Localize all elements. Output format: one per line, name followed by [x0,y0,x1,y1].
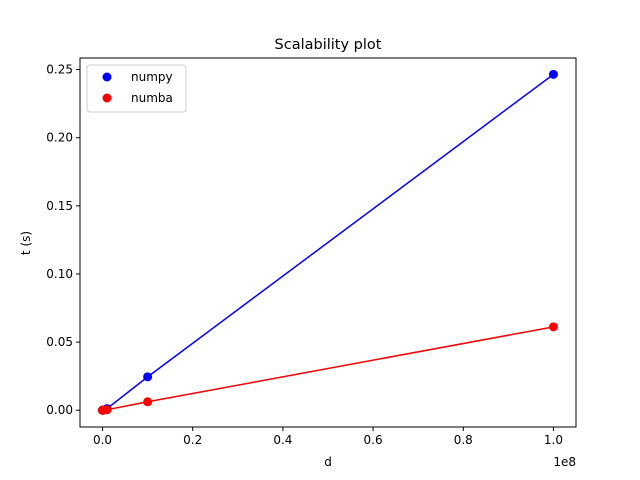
legend-label-numpy: numpy [131,70,173,84]
y-tick-label: 0.00 [46,403,73,417]
chart-title: Scalability plot [275,37,382,53]
data-point-numba [548,322,558,332]
legend-marker-numpy [102,72,112,82]
series-line-numba [102,326,554,411]
data-point-numpy [548,69,558,79]
series-line-numpy [102,73,554,411]
y-tick-label: 0.15 [46,199,73,213]
data-point-numba [143,397,153,407]
legend: numpy numba [86,64,187,113]
x-axis-offset-label: 1e8 [553,455,576,469]
y-tick-label: 0.25 [46,63,73,77]
x-tick-label: 0.4 [273,433,292,447]
y-axis-ticks: 0.00 0.05 0.10 0.15 0.20 0.25 [46,63,80,417]
series-layer [98,69,558,415]
x-axis-ticks: 0.0 0.2 0.4 0.6 0.8 1.0 [93,427,563,447]
data-point-numpy [143,372,153,382]
x-tick-label: 0.8 [454,433,473,447]
y-tick-label: 0.05 [46,335,73,349]
y-tick-label: 0.10 [46,267,73,281]
y-axis-label: t (s) [19,231,33,255]
y-tick-label: 0.20 [46,131,73,145]
x-axis-label: d [324,455,332,469]
x-tick-label: 0.6 [364,433,383,447]
legend-label-numba: numba [131,91,173,105]
x-tick-label: 0.0 [93,433,112,447]
x-tick-label: 0.2 [183,433,202,447]
data-point-numba [102,405,112,415]
legend-box [86,64,187,113]
legend-marker-numba [102,93,112,103]
plot-area-frame [79,57,577,428]
x-tick-label: 1.0 [544,433,563,447]
